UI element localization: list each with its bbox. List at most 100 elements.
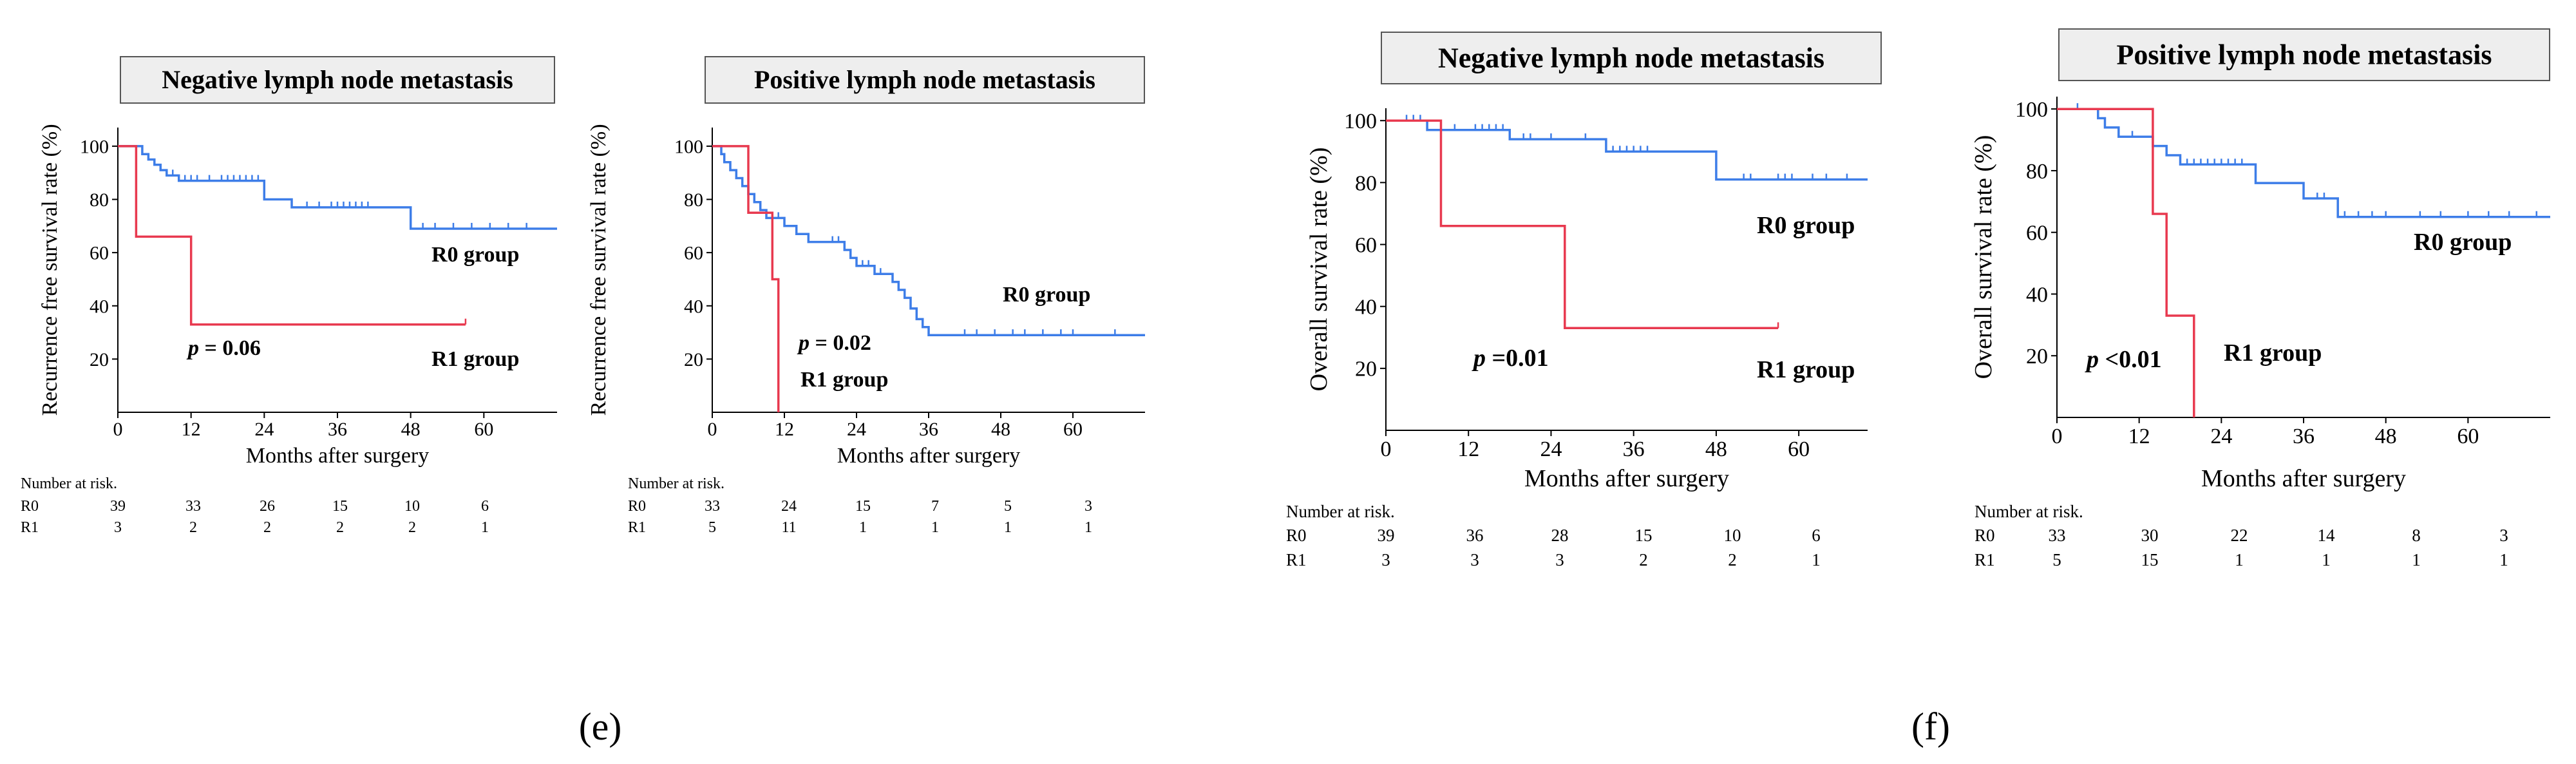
risk-table-heading: Number at risk. <box>1286 502 1395 521</box>
x-axis-label: Months after surgery <box>2201 465 2406 492</box>
x-tick-label: 24 <box>2210 425 2232 448</box>
risk-count: 1 <box>2499 550 2508 569</box>
series-line-r0 <box>1386 119 1868 181</box>
risk-count: 22 <box>2231 526 2248 545</box>
y-tick-label: 20 <box>90 349 109 370</box>
y-tick-label: 40 <box>90 296 109 317</box>
x-tick-label: 0 <box>113 419 123 440</box>
risk-row-label: R0 <box>21 498 39 515</box>
risk-row-label: R1 <box>1286 550 1307 569</box>
p-value-symbol: p <box>186 336 199 360</box>
x-axis-label: Months after surgery <box>246 444 430 468</box>
risk-count: 10 <box>1724 526 1741 545</box>
y-tick-label: 40 <box>1355 296 1377 320</box>
y-tick-label: 60 <box>1355 233 1377 257</box>
x-tick-label: 12 <box>1457 437 1479 461</box>
risk-count: 33 <box>185 498 201 515</box>
chart-title-box <box>120 56 555 104</box>
km-panel-4: Positive lymph node metastasis 0 12 24 36 48 6… <box>1970 28 2550 569</box>
risk-count: 15 <box>2141 550 2159 569</box>
y-tick-label: 60 <box>90 243 109 264</box>
risk-count: 1 <box>931 519 939 536</box>
risk-count: 2 <box>408 519 416 536</box>
y-tick-label: 80 <box>90 189 109 211</box>
risk-row-label: R0 <box>1286 526 1307 545</box>
series-line-r0 <box>2057 108 2550 218</box>
risk-count: 36 <box>1466 526 1484 545</box>
risk-count: 7 <box>931 498 939 515</box>
risk-count: 1 <box>1004 519 1012 536</box>
y-tick-label: 60 <box>2026 222 2048 245</box>
risk-count: 1 <box>859 519 867 536</box>
risk-row-label: R0 <box>1975 526 1995 545</box>
risk-count: 1 <box>1812 550 1821 569</box>
risk-count: 15 <box>332 498 348 515</box>
risk-row-label: R1 <box>1975 550 1995 569</box>
r1-group-label: R1 group <box>800 368 888 392</box>
p-value-symbol: p <box>2085 346 2099 373</box>
x-tick-label: 24 <box>847 419 866 440</box>
y-tick-label: 20 <box>684 349 703 370</box>
chart-title: Negative lymph node metastasis <box>162 65 513 94</box>
chart-title-box <box>705 56 1145 104</box>
risk-count: 15 <box>855 498 871 515</box>
risk-count: 2 <box>263 519 271 536</box>
risk-count: 1 <box>1084 519 1092 536</box>
risk-count: 1 <box>2412 550 2421 569</box>
risk-count: 26 <box>260 498 275 515</box>
risk-count: 3 <box>1381 550 1390 569</box>
x-tick-label: 36 <box>1623 437 1645 461</box>
risk-count: 15 <box>1635 526 1653 545</box>
x-tick-label: 60 <box>1063 419 1083 440</box>
x-tick-label: 48 <box>401 419 421 440</box>
x-tick-label: 0 <box>1381 437 1392 461</box>
risk-count: 8 <box>2412 526 2421 545</box>
y-tick-label: 80 <box>684 189 703 211</box>
y-tick-label: 100 <box>80 136 109 157</box>
x-tick-label: 60 <box>1788 437 1810 461</box>
series-line-r1 <box>118 145 466 326</box>
r1-group-label: R1 group <box>2224 339 2322 367</box>
x-tick-label: 12 <box>2128 425 2150 448</box>
risk-count: 2 <box>336 519 344 536</box>
r0-group-label: R0 group <box>431 243 519 267</box>
x-tick-label: 24 <box>254 419 274 440</box>
risk-count: 2 <box>1728 550 1737 569</box>
risk-count: 5 <box>1004 498 1012 515</box>
risk-count: 1 <box>2322 550 2331 569</box>
risk-count: 3 <box>114 519 122 536</box>
x-tick-label: 36 <box>919 419 938 440</box>
p-value-symbol: p <box>1472 345 1486 372</box>
y-tick-label: 80 <box>1355 171 1377 195</box>
p-value-label: p = 0.02 <box>797 331 871 355</box>
y-tick-label: 100 <box>674 136 703 157</box>
y-tick-label: 40 <box>2026 283 2048 307</box>
y-axis-label: Overall survival rate (%) <box>1970 135 1997 379</box>
y-tick-label: 60 <box>684 243 703 264</box>
panel-label: (e) <box>579 705 622 748</box>
x-tick-label: 0 <box>2052 425 2063 448</box>
risk-count: 5 <box>2052 550 2061 569</box>
panel-label: (f) <box>1911 705 1950 748</box>
x-tick-label: 24 <box>1540 437 1562 461</box>
series-line-r1 <box>712 145 780 412</box>
chart-title-box <box>2058 28 2550 81</box>
y-tick-label: 100 <box>1344 110 1377 133</box>
risk-count: 5 <box>708 519 716 536</box>
risk-count: 39 <box>110 498 126 515</box>
risk-count: 14 <box>2318 526 2336 545</box>
risk-count: 2 <box>1639 550 1648 569</box>
x-tick-label: 12 <box>775 419 794 440</box>
x-tick-label: 12 <box>182 419 201 440</box>
r0-group-label: R0 group <box>2414 229 2512 256</box>
y-axis-label: Overall survival rate (%) <box>1305 148 1332 392</box>
risk-row-label: R1 <box>628 519 646 536</box>
r1-group-label: R1 group <box>431 347 519 371</box>
x-tick-label: 60 <box>474 419 493 440</box>
x-tick-label: 0 <box>708 419 717 440</box>
risk-count: 6 <box>1812 526 1821 545</box>
risk-count: 3 <box>1470 550 1479 569</box>
risk-count: 39 <box>1378 526 1395 545</box>
chart-title: Positive lymph node metastasis <box>2117 39 2492 70</box>
risk-table-heading: Number at risk. <box>1975 502 2083 521</box>
